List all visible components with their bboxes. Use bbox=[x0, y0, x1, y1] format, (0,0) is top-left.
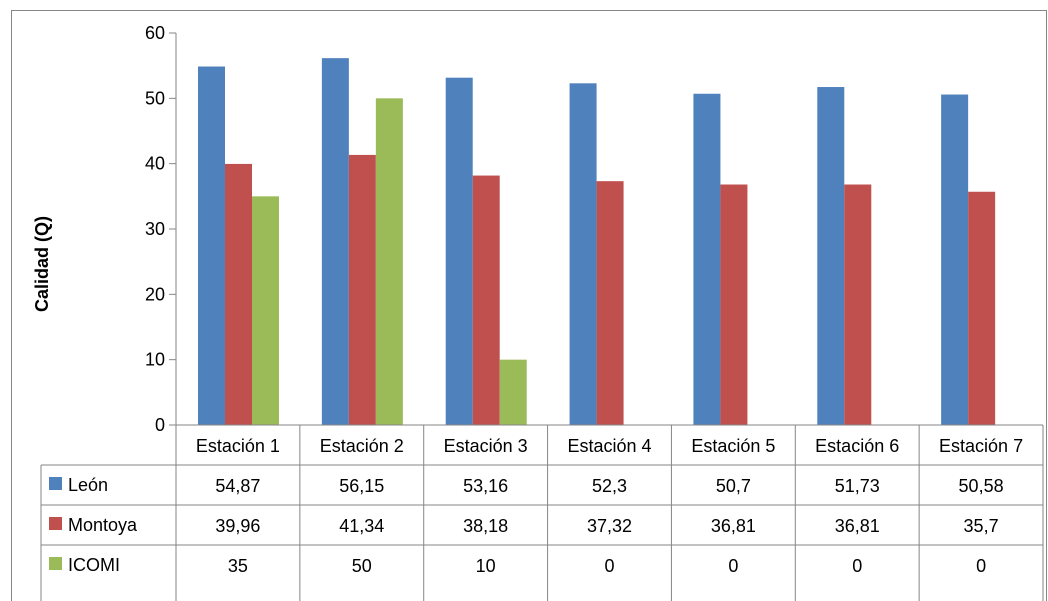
data-label: 39,96 bbox=[215, 516, 260, 536]
data-label: 36,81 bbox=[711, 516, 756, 536]
bar-montoya-7 bbox=[968, 191, 996, 425]
bar-león-6 bbox=[817, 87, 845, 425]
x-category-label: Estación 2 bbox=[320, 436, 404, 456]
bar-icomi-2 bbox=[375, 98, 403, 425]
bar-león-7 bbox=[941, 94, 969, 425]
data-table: Estación 1 Estación 2 Estación 3 Estación 4… bbox=[40, 424, 1044, 601]
series-name: Montoya bbox=[68, 515, 138, 535]
legend-key-icomi bbox=[49, 557, 62, 570]
bar-león-3 bbox=[445, 77, 473, 426]
y-tick-label: 0 bbox=[155, 415, 165, 435]
bar-montoya-1 bbox=[225, 163, 252, 426]
data-label: 53,16 bbox=[463, 476, 508, 496]
data-label: 51,73 bbox=[835, 476, 880, 496]
x-category-label: Estación 5 bbox=[691, 436, 775, 456]
bar-león-2 bbox=[321, 58, 349, 426]
data-label: 54,87 bbox=[215, 476, 260, 496]
bar-montoya-4 bbox=[596, 181, 624, 425]
x-category-label: Estación 3 bbox=[444, 436, 528, 456]
bar-montoya-3 bbox=[472, 175, 500, 425]
bar-montoya-2 bbox=[348, 154, 376, 426]
x-category-label: Estación 7 bbox=[939, 436, 1023, 456]
y-tick-label: 60 bbox=[145, 23, 165, 43]
y-tick-label: 40 bbox=[145, 154, 165, 174]
bar-montoya-5 bbox=[720, 184, 748, 425]
legend-key-montoya bbox=[49, 517, 62, 530]
data-label: 0 bbox=[728, 556, 738, 576]
bar-león-1 bbox=[198, 66, 225, 426]
data-label: 50 bbox=[352, 556, 372, 576]
data-label: 0 bbox=[976, 556, 986, 576]
y-tick-label: 30 bbox=[145, 219, 165, 239]
data-label: 10 bbox=[476, 556, 496, 576]
data-label: 35,7 bbox=[964, 516, 999, 536]
x-category-label: Estación 1 bbox=[196, 436, 280, 456]
chart-frame bbox=[11, 10, 1047, 601]
y-axis-title: Calidad (Q) bbox=[32, 216, 52, 312]
data-label: 0 bbox=[604, 556, 614, 576]
data-label: 50,58 bbox=[959, 476, 1004, 496]
bar-montoya-6 bbox=[844, 184, 872, 425]
data-label: 35 bbox=[228, 556, 248, 576]
bar-icomi-3 bbox=[499, 359, 527, 425]
data-label: 50,7 bbox=[716, 476, 751, 496]
data-label: 0 bbox=[852, 556, 862, 576]
bar-león-5 bbox=[693, 93, 721, 425]
x-category-label: Estación 6 bbox=[815, 436, 899, 456]
y-tick-label: 10 bbox=[145, 350, 165, 370]
y-tick-label: 20 bbox=[145, 284, 165, 304]
data-label: 38,18 bbox=[463, 516, 508, 536]
y-tick-label: 50 bbox=[145, 88, 165, 108]
axes-layer: 0 10 20 30 40 50 60 bbox=[145, 23, 177, 435]
bar-león-4 bbox=[569, 83, 597, 425]
data-label: 36,81 bbox=[835, 516, 880, 536]
data-label: 37,32 bbox=[587, 516, 632, 536]
data-label: 56,15 bbox=[339, 476, 384, 496]
bar-icomi-1 bbox=[252, 196, 279, 425]
series-name: León bbox=[68, 475, 108, 495]
x-category-label: Estación 4 bbox=[567, 436, 651, 456]
legend-key-león bbox=[49, 477, 62, 490]
series-name: ICOMI bbox=[68, 555, 120, 575]
data-label: 41,34 bbox=[339, 516, 384, 536]
bars-layer bbox=[198, 58, 996, 426]
data-label: 52,3 bbox=[592, 476, 627, 496]
